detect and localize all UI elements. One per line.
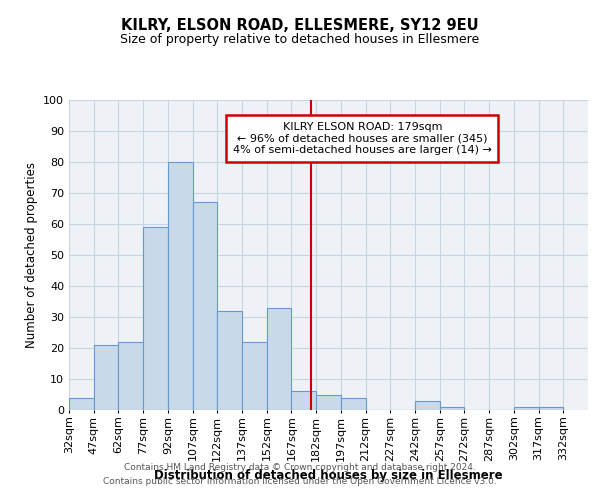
Bar	[514, 407, 539, 410]
Bar	[415, 400, 440, 410]
Bar	[242, 342, 267, 410]
Text: Contains public sector information licensed under the Open Government Licence v3: Contains public sector information licen…	[103, 477, 497, 486]
Bar	[267, 308, 292, 410]
X-axis label: Distribution of detached houses by size in Ellesmere: Distribution of detached houses by size …	[154, 469, 503, 482]
Text: KILRY ELSON ROAD: 179sqm
← 96% of detached houses are smaller (345)
4% of semi-d: KILRY ELSON ROAD: 179sqm ← 96% of detach…	[233, 122, 492, 155]
Bar	[316, 394, 341, 410]
Bar	[292, 392, 316, 410]
Bar	[440, 407, 464, 410]
Bar	[539, 407, 563, 410]
Bar	[118, 342, 143, 410]
Text: Size of property relative to detached houses in Ellesmere: Size of property relative to detached ho…	[121, 32, 479, 46]
Bar	[69, 398, 94, 410]
Bar	[168, 162, 193, 410]
Bar	[94, 345, 118, 410]
Text: Contains HM Land Registry data © Crown copyright and database right 2024.: Contains HM Land Registry data © Crown c…	[124, 464, 476, 472]
Text: KILRY, ELSON ROAD, ELLESMERE, SY12 9EU: KILRY, ELSON ROAD, ELLESMERE, SY12 9EU	[121, 18, 479, 32]
Bar	[193, 202, 217, 410]
Bar	[217, 311, 242, 410]
Bar	[143, 227, 168, 410]
Y-axis label: Number of detached properties: Number of detached properties	[25, 162, 38, 348]
Bar	[341, 398, 365, 410]
